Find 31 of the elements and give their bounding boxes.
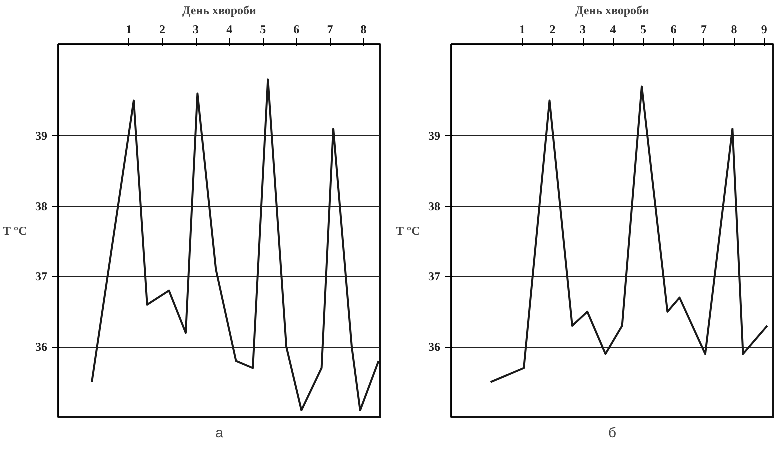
- y-tick-label: 39: [36, 128, 48, 143]
- x-tick-label: 3: [580, 22, 586, 36]
- x-tick-label: 2: [550, 22, 556, 36]
- y-tick-label: 39: [428, 128, 440, 143]
- x-tick-label: 5: [640, 22, 646, 36]
- y-tick-label: 36: [36, 340, 48, 354]
- x-tick-label: 5: [260, 22, 266, 36]
- x-tick-label: 8: [731, 22, 738, 36]
- y-axis-title: T °C: [396, 224, 420, 238]
- x-tick-label: 6: [294, 22, 300, 36]
- x-tick-label: 6: [670, 22, 677, 36]
- x-tick-label: 7: [327, 22, 334, 36]
- x-tick-label: 1: [126, 22, 132, 36]
- x-tick-label: 1: [520, 22, 526, 36]
- y-tick-label: 38: [36, 199, 48, 214]
- x-tick-label: 2: [159, 22, 166, 36]
- x-tick-label: 4: [610, 22, 616, 36]
- y-axis-title: T °C: [3, 224, 28, 238]
- x-tick-label: 9: [761, 22, 768, 36]
- x-tick-label: 3: [193, 22, 200, 36]
- x-tick-label: 4: [226, 22, 233, 36]
- text: б: [608, 424, 617, 440]
- y-tick-label: 36: [428, 340, 440, 354]
- x-axis-title: День хвороби: [182, 4, 257, 18]
- x-tick-label: 8: [360, 22, 367, 36]
- y-tick-label: 37: [428, 270, 440, 284]
- y-tick-label: 37: [36, 270, 48, 284]
- x-axis-title: День хвороби: [576, 4, 650, 18]
- text: а: [216, 424, 224, 440]
- x-tick-label: 7: [700, 22, 707, 36]
- y-tick-label: 38: [428, 199, 440, 214]
